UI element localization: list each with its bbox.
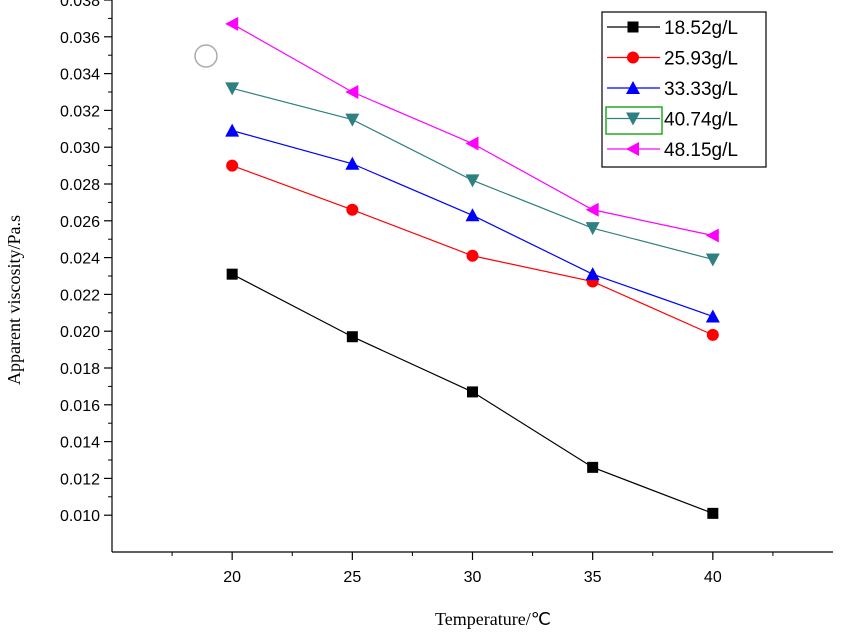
legend-swatch-marker bbox=[626, 112, 640, 126]
data-point bbox=[225, 16, 239, 31]
legend-label: 48.15g/L bbox=[664, 140, 738, 161]
y-tick-label: 0.028 bbox=[60, 177, 100, 194]
y-tick-label: 0.010 bbox=[60, 508, 100, 525]
data-point bbox=[585, 202, 599, 217]
x-tick-label: 40 bbox=[704, 569, 722, 586]
legend-label: 25.93g/L bbox=[664, 49, 738, 70]
y-tick-label: 0.020 bbox=[60, 324, 100, 341]
legend-swatch-marker bbox=[626, 81, 640, 94]
data-point bbox=[465, 174, 480, 188]
y-tick-label: 0.014 bbox=[60, 435, 100, 452]
legend-item: 25.93g/L bbox=[607, 49, 738, 70]
y-axis-ticks: 0.010 0.012 0.014 0.016 0.018 0.020 0.022 0.024… bbox=[60, 0, 112, 525]
y-tick-label: 0.024 bbox=[60, 251, 100, 268]
data-point bbox=[705, 309, 720, 323]
legend-item: 48.15g/L bbox=[607, 140, 738, 161]
data-point bbox=[225, 82, 240, 96]
x-tick-label: 20 bbox=[223, 569, 241, 586]
legend: 18.52g/L 25.93g/L 33.33g/L 40.74g/L 48.15g/L bbox=[601, 11, 767, 168]
data-point bbox=[226, 268, 238, 280]
data-point bbox=[346, 331, 358, 343]
legend-label: 33.33g/L bbox=[664, 79, 738, 100]
legend-item: 18.52g/L bbox=[607, 18, 738, 39]
x-tick-label: 35 bbox=[584, 569, 602, 586]
x-axis-ticks: 20 25 30 35 40 bbox=[171, 552, 774, 586]
data-point bbox=[706, 328, 719, 341]
data-point bbox=[346, 203, 359, 216]
data-point bbox=[585, 222, 600, 236]
series-1 bbox=[226, 268, 719, 519]
y-tick-label: 0.038 bbox=[60, 0, 100, 10]
legend-label: 40.74g/L bbox=[664, 110, 738, 131]
data-point bbox=[465, 136, 479, 151]
data-point bbox=[345, 156, 360, 170]
series-5 bbox=[225, 16, 719, 243]
legend-swatch-marker bbox=[627, 21, 639, 33]
data-point bbox=[465, 208, 480, 222]
y-tick-label: 0.012 bbox=[60, 471, 100, 488]
data-point bbox=[707, 507, 719, 519]
x-tick-label: 30 bbox=[464, 569, 482, 586]
data-point bbox=[705, 253, 720, 267]
x-tick-label: 25 bbox=[343, 569, 361, 586]
data-point bbox=[585, 267, 600, 281]
series-layer bbox=[225, 16, 720, 519]
y-axis-title: Apparent viscosity/Pa.s bbox=[4, 215, 24, 385]
legend-item: 40.74g/L bbox=[607, 110, 738, 131]
data-point bbox=[225, 123, 240, 137]
legend-item: 33.33g/L bbox=[607, 79, 738, 100]
series-3 bbox=[225, 123, 720, 323]
data-point bbox=[705, 228, 719, 243]
series-4 bbox=[225, 82, 720, 267]
y-tick-label: 0.018 bbox=[60, 361, 100, 378]
highlight-rect-marker bbox=[605, 106, 663, 135]
data-point bbox=[467, 386, 478, 398]
y-tick-label: 0.034 bbox=[60, 67, 100, 84]
y-tick-label: 0.036 bbox=[60, 30, 100, 47]
y-tick-label: 0.022 bbox=[60, 287, 100, 304]
legend-label: 18.52g/L bbox=[664, 18, 738, 39]
data-point bbox=[345, 113, 360, 127]
data-point bbox=[345, 85, 359, 99]
y-tick-label: 0.032 bbox=[60, 103, 100, 120]
y-tick-label: 0.026 bbox=[60, 214, 100, 231]
data-point bbox=[587, 461, 599, 473]
y-tick-label: 0.016 bbox=[60, 398, 100, 415]
legend-swatch-marker bbox=[627, 51, 639, 64]
y-tick-label: 0.030 bbox=[60, 140, 100, 157]
x-axis-title: Temperature/℃ bbox=[435, 609, 551, 629]
highlight-circle-marker bbox=[194, 44, 218, 68]
data-point bbox=[466, 249, 479, 262]
data-point bbox=[226, 159, 239, 172]
legend-swatch-marker bbox=[626, 142, 639, 156]
